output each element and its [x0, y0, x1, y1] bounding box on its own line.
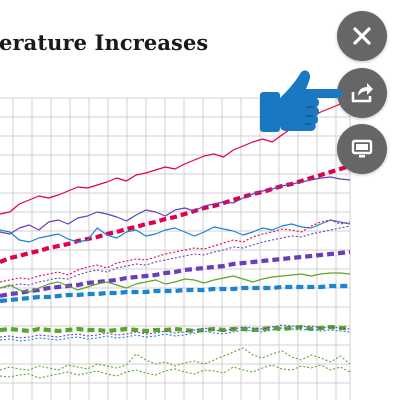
- series-line-9: [0, 283, 350, 304]
- chart-title: erature Increases: [0, 30, 209, 55]
- series-line-11: [0, 324, 351, 339]
- series-line-10: [0, 324, 350, 334]
- monitor-icon: [351, 139, 373, 158]
- series-line-3: [0, 176, 351, 235]
- series-line-7: [0, 249, 351, 299]
- close-button[interactable]: [337, 11, 387, 61]
- series-line-4: [0, 219, 351, 243]
- series-line-14: [0, 347, 351, 371]
- share-icon: [351, 83, 373, 103]
- series-line-12: [0, 327, 351, 342]
- chart-grid: [0, 97, 351, 400]
- series-line-5: [0, 219, 351, 283]
- present-button[interactable]: [337, 124, 387, 174]
- close-icon: [353, 27, 371, 45]
- series-line-6: [0, 225, 351, 289]
- pointing-hand-icon: [260, 70, 343, 132]
- series-line-8: [0, 272, 351, 293]
- share-button[interactable]: [337, 68, 387, 118]
- chart-series: [0, 103, 351, 379]
- series-line-13: [0, 364, 351, 379]
